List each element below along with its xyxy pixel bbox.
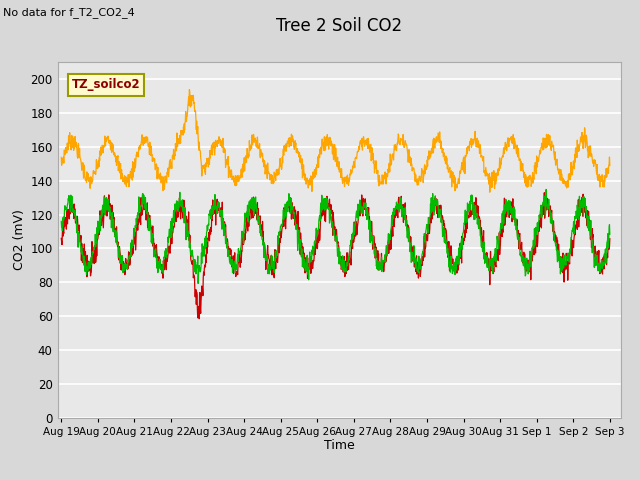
- X-axis label: Time: Time: [324, 439, 355, 453]
- Tree2 -2cm: [122, 258, 130, 264]
- Tree2 -4cm: [186, 87, 193, 93]
- Line: Tree2 -4cm: Tree2 -4cm: [61, 90, 610, 192]
- Tree2 -2cm: [195, 316, 203, 322]
- Tree2 -8cm: [195, 280, 202, 286]
- Y-axis label: CO2 (mV): CO2 (mV): [13, 210, 26, 270]
- Tree2 -2cm: [58, 236, 65, 241]
- Tree2 -8cm: [58, 218, 65, 224]
- Tree2 -4cm: [100, 143, 108, 149]
- Tree2 -2cm: [541, 190, 548, 196]
- Tree2 -4cm: [312, 171, 319, 177]
- Tree2 -4cm: [302, 177, 310, 183]
- Text: No data for f_T2_CO2_4: No data for f_T2_CO2_4: [3, 7, 135, 18]
- Tree2 -2cm: [370, 233, 378, 239]
- Tree2 -4cm: [370, 157, 378, 163]
- Tree2 -8cm: [542, 187, 550, 192]
- Tree2 -4cm: [486, 189, 493, 195]
- Tree2 -8cm: [606, 231, 614, 237]
- Tree2 -8cm: [302, 264, 310, 270]
- Tree2 -4cm: [122, 176, 130, 181]
- Tree2 -8cm: [122, 262, 130, 267]
- Line: Tree2 -2cm: Tree2 -2cm: [61, 193, 610, 319]
- Tree2 -2cm: [302, 263, 310, 269]
- Tree2 -8cm: [312, 240, 319, 246]
- Tree2 -8cm: [100, 209, 108, 215]
- Tree2 -2cm: [100, 213, 108, 219]
- Tree2 -2cm: [606, 236, 614, 241]
- Tree2 -4cm: [606, 163, 614, 168]
- Tree2 -2cm: [291, 204, 298, 210]
- Tree2 -2cm: [312, 245, 319, 251]
- Text: Tree 2 Soil CO2: Tree 2 Soil CO2: [276, 17, 403, 35]
- Tree2 -4cm: [291, 146, 298, 152]
- Tree2 -8cm: [370, 242, 378, 248]
- Text: TZ_soilco2: TZ_soilco2: [72, 78, 140, 91]
- Line: Tree2 -8cm: Tree2 -8cm: [61, 190, 610, 283]
- Tree2 -4cm: [58, 155, 65, 160]
- Tree2 -8cm: [291, 215, 298, 221]
